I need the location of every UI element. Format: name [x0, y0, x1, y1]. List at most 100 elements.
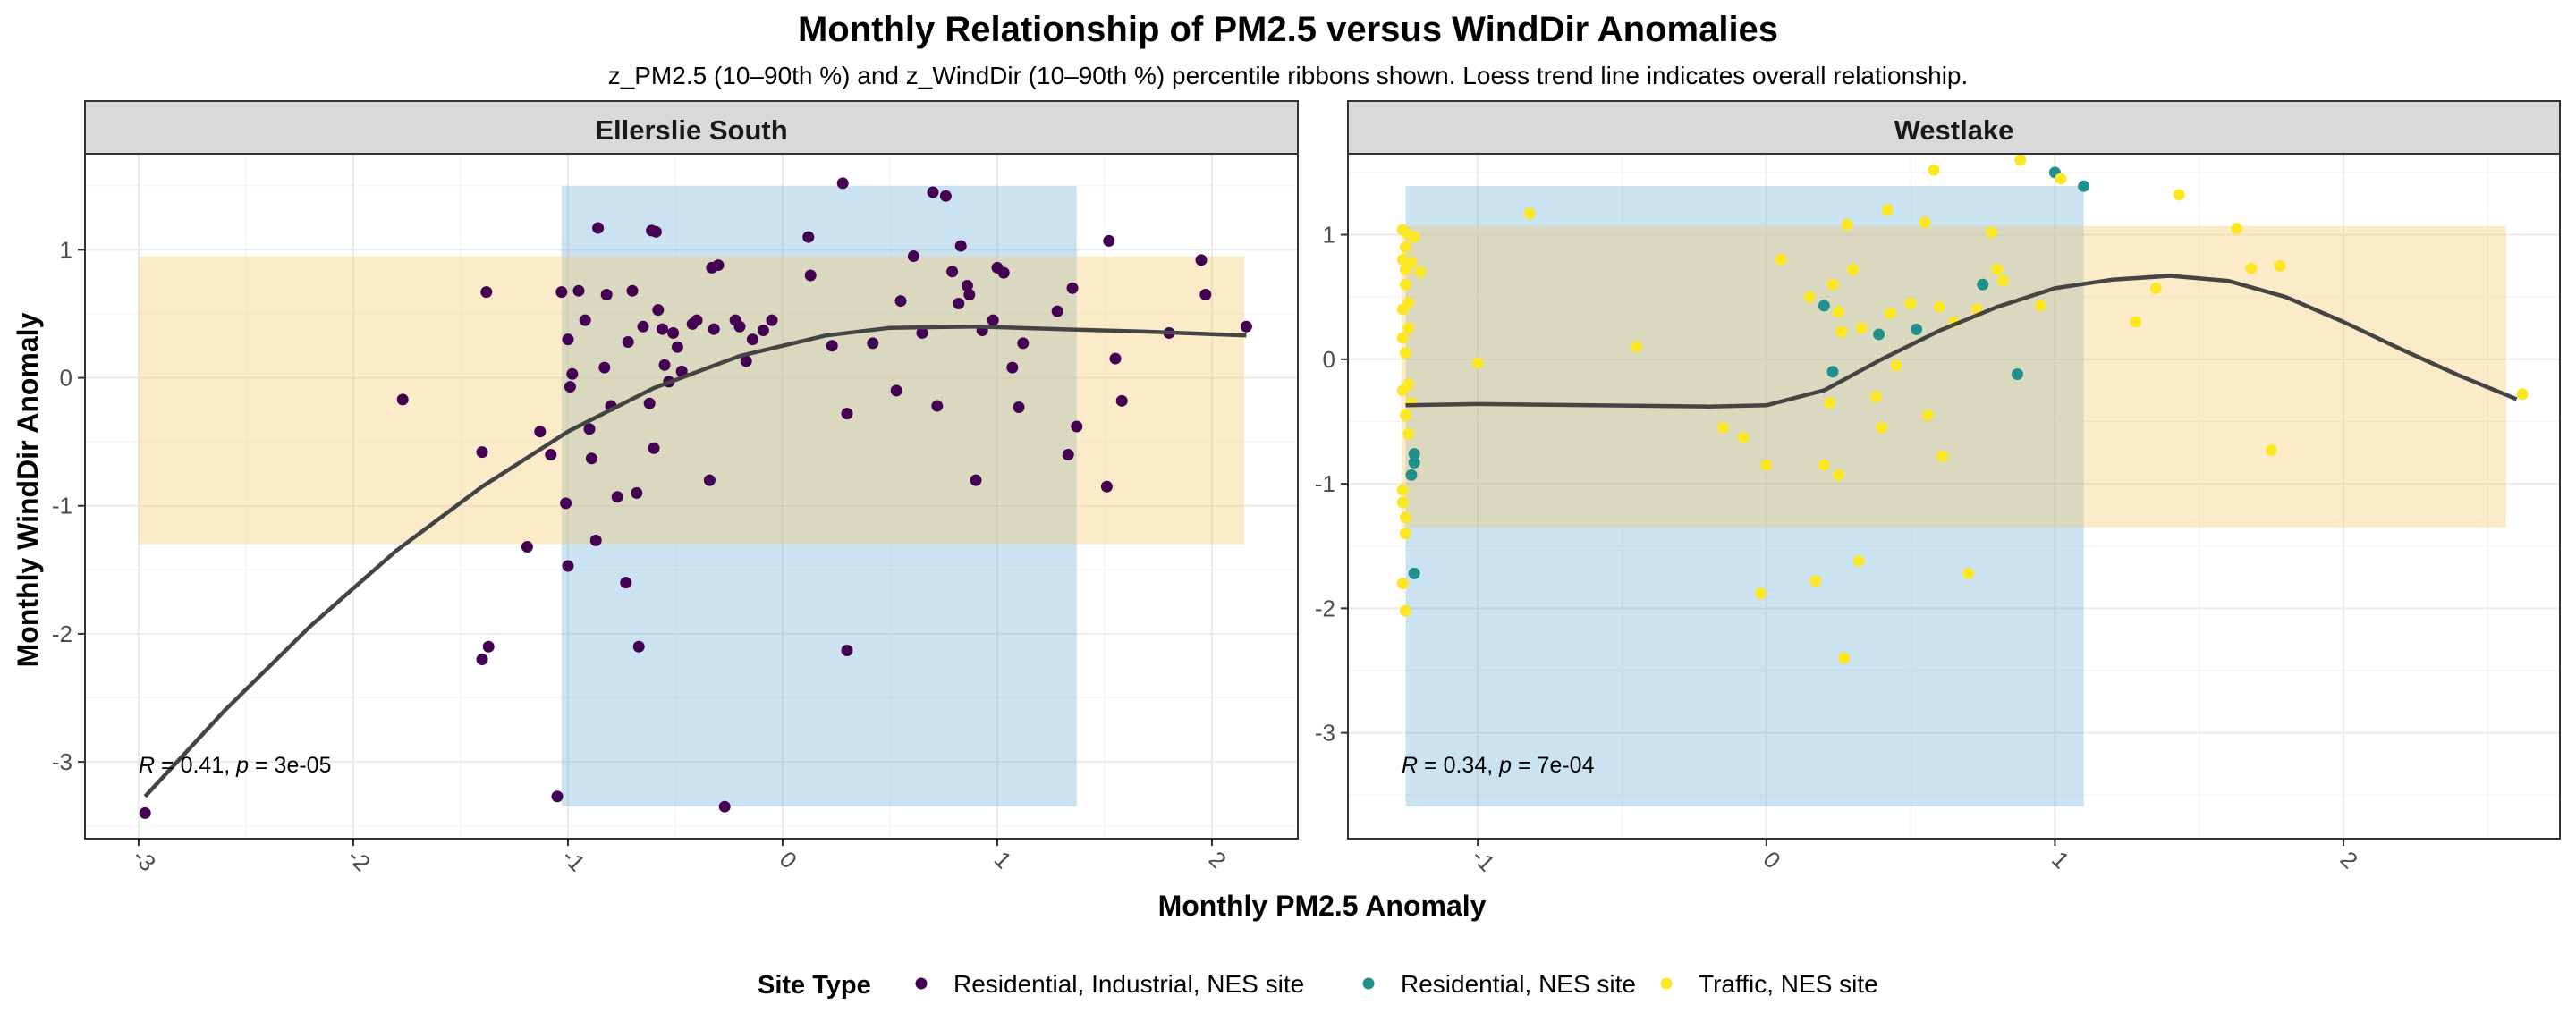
- facet-strip-label: Ellerslie South: [595, 114, 787, 146]
- data-point: [1716, 421, 1729, 434]
- data-point: [675, 365, 688, 377]
- data-point: [534, 426, 547, 438]
- data-point: [1402, 427, 1415, 440]
- data-point: [652, 304, 665, 317]
- data-point: [890, 384, 902, 397]
- data-point: [649, 225, 662, 238]
- data-point: [1195, 254, 1208, 266]
- data-point: [1838, 652, 1851, 664]
- data-point: [1835, 325, 1848, 338]
- data-point: [566, 367, 579, 380]
- x-axis-title: Monthly PM2.5 Anomaly: [1158, 890, 1487, 922]
- data-point: [946, 266, 959, 278]
- data-point: [1400, 604, 1412, 617]
- data-point: [1408, 231, 1420, 243]
- x-tick-label: 1: [989, 846, 1017, 874]
- data-point: [2014, 154, 2027, 166]
- data-point: [997, 266, 1010, 279]
- data-point: [1066, 282, 1079, 294]
- scatter-points: [139, 177, 1252, 819]
- data-point: [1996, 274, 2009, 287]
- data-point: [671, 341, 683, 353]
- data-point: [1803, 291, 1816, 303]
- y-percentile-ribbon: [1402, 225, 2506, 528]
- data-point: [572, 284, 585, 297]
- data-point: [1396, 332, 1409, 344]
- data-point: [1240, 320, 1252, 333]
- panel-border: [84, 153, 1299, 840]
- annot-r-value: 0.34: [1444, 753, 1487, 778]
- data-point: [637, 320, 649, 333]
- data-point: [802, 231, 815, 243]
- data-point: [1400, 347, 1412, 359]
- data-point: [1809, 575, 1822, 587]
- data-point: [1904, 297, 1917, 309]
- data-point: [931, 400, 944, 412]
- data-point: [648, 442, 660, 454]
- annot-sep: ,: [1487, 753, 1499, 778]
- annot-p-symbol: p: [235, 753, 249, 778]
- annot-p-value: 7e-04: [1538, 753, 1595, 778]
- data-point: [970, 474, 982, 486]
- data-point: [622, 335, 634, 348]
- data-point: [551, 790, 564, 803]
- data-point: [1396, 496, 1409, 509]
- data-point: [1890, 359, 1902, 372]
- y-tick-label: -2: [1315, 595, 1335, 621]
- data-point: [632, 640, 645, 653]
- data-point: [1199, 288, 1212, 300]
- data-point: [1017, 337, 1030, 350]
- data-point: [867, 337, 879, 350]
- data-point: [1985, 226, 1997, 239]
- panel-background: [85, 154, 1298, 839]
- data-point: [1408, 448, 1420, 460]
- data-point: [1826, 278, 1839, 291]
- facet-strip: [84, 100, 1299, 155]
- data-point: [1881, 204, 1894, 216]
- data-point: [708, 323, 720, 335]
- data-point: [2011, 368, 2023, 381]
- scatter-points: [1396, 154, 2529, 664]
- data-point: [1408, 456, 1420, 469]
- data-point: [1396, 384, 1409, 397]
- data-point: [643, 397, 656, 409]
- data-point: [396, 393, 409, 406]
- data-point: [1873, 328, 1885, 341]
- legend-title: Site Type: [758, 971, 871, 1000]
- data-point: [2078, 180, 2090, 192]
- data-point: [1071, 420, 1083, 433]
- annot-p-eq: =: [249, 753, 275, 778]
- data-point: [1855, 322, 1868, 334]
- data-point: [1824, 397, 1836, 409]
- data-point: [691, 314, 703, 326]
- facet-panel-2: Westlake R = 0.34, p = 7e-04 -1 0 1 2 -3 -2 -1 0 1: [1315, 100, 2561, 876]
- data-point: [1962, 567, 1975, 579]
- data-point: [740, 355, 752, 367]
- y-tick-label: -3: [52, 748, 72, 775]
- data-point: [703, 474, 716, 486]
- chart-subtitle: z_PM2.5 (10–90th %) and z_WindDir (10–90…: [608, 62, 1969, 89]
- x-tick-label: 0: [1758, 846, 1785, 874]
- data-point: [2034, 300, 2046, 312]
- data-point: [766, 314, 778, 326]
- data-point: [1400, 528, 1412, 540]
- data-point: [987, 314, 999, 326]
- data-point: [564, 381, 576, 393]
- x-percentile-ribbon: [1405, 186, 2084, 806]
- x-tick-label: 2: [1204, 846, 1232, 874]
- data-point: [1852, 554, 1865, 567]
- data-point: [1911, 323, 1923, 335]
- data-point: [521, 541, 533, 553]
- data-point: [1396, 484, 1409, 496]
- data-point: [658, 359, 671, 371]
- data-point: [562, 333, 574, 346]
- data-point: [667, 326, 680, 339]
- data-point: [1869, 391, 1882, 403]
- data-point: [1115, 394, 1128, 407]
- facet-strip: [1347, 100, 2561, 155]
- data-point: [1523, 207, 1536, 220]
- data-point: [841, 645, 853, 657]
- data-point: [1847, 264, 1860, 276]
- data-point: [2173, 189, 2185, 201]
